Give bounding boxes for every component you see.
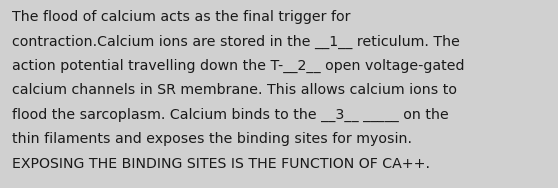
Text: thin filaments and exposes the binding sites for myosin.: thin filaments and exposes the binding s… — [12, 133, 412, 146]
Text: flood the sarcoplasm. Calcium binds to the __3__ _____ on the: flood the sarcoplasm. Calcium binds to t… — [12, 108, 449, 122]
Text: EXPOSING THE BINDING SITES IS THE FUNCTION OF CA++.: EXPOSING THE BINDING SITES IS THE FUNCTI… — [12, 157, 430, 171]
Text: calcium channels in SR membrane. This allows calcium ions to: calcium channels in SR membrane. This al… — [12, 83, 457, 98]
Text: contraction.Calcium ions are stored in the __1__ reticulum. The: contraction.Calcium ions are stored in t… — [12, 35, 460, 49]
Text: The flood of calcium acts as the final trigger for: The flood of calcium acts as the final t… — [12, 10, 350, 24]
Text: action potential travelling down the T-__2__ open voltage-gated: action potential travelling down the T-_… — [12, 59, 464, 73]
